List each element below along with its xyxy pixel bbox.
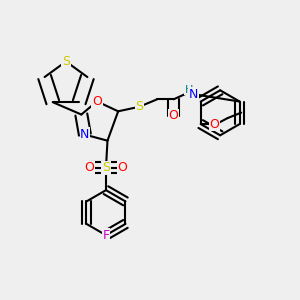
Text: S: S: [135, 100, 143, 113]
Text: H: H: [184, 85, 193, 95]
Text: O: O: [85, 161, 94, 174]
Text: N: N: [189, 88, 199, 101]
Text: O: O: [209, 118, 219, 130]
Text: O: O: [118, 161, 128, 174]
Text: O: O: [92, 95, 102, 108]
Text: S: S: [102, 161, 110, 174]
Text: F: F: [102, 229, 110, 242]
Text: O: O: [169, 109, 178, 122]
Text: N: N: [80, 128, 90, 141]
Text: S: S: [62, 55, 70, 68]
